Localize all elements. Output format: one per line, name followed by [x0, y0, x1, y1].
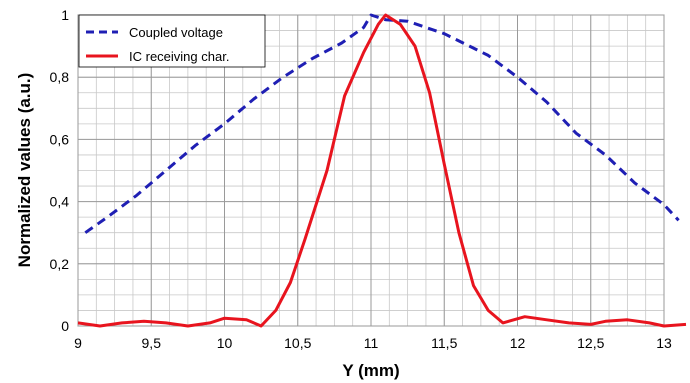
x-axis-title: Y (mm) — [342, 361, 399, 380]
y-tick-label: 0,2 — [50, 256, 70, 272]
x-tick-labels: 9 9,5 10 10,5 11 11,5 12 12,5 13 — [74, 335, 672, 351]
y-tick-label: 1 — [61, 7, 69, 23]
y-tick-label: 0,4 — [50, 194, 70, 210]
y-tick-label: 0,8 — [50, 69, 70, 85]
y-tick-label: 0 — [61, 318, 69, 334]
x-tick-label: 13 — [656, 335, 672, 351]
legend-label-coupled-voltage: Coupled voltage — [129, 25, 223, 40]
x-tick-label: 12 — [510, 335, 526, 351]
series-line-ic-receiving — [77, 13, 687, 328]
x-tick-label: 10,5 — [284, 335, 311, 351]
x-tick-label: 10 — [217, 335, 233, 351]
series-group — [77, 13, 687, 328]
legend: Coupled voltage IC receiving char. — [78, 14, 266, 68]
series-line-coupled-voltage — [84, 13, 680, 234]
x-tick-label: 9 — [74, 335, 82, 351]
y-axis-title: Normalized values (a.u.) — [15, 73, 34, 268]
x-tick-label: 11 — [364, 335, 379, 351]
legend-label-ic-receiving: IC receiving char. — [129, 49, 229, 64]
x-tick-label: 12,5 — [577, 335, 604, 351]
x-tick-label: 11,5 — [431, 335, 457, 351]
y-tick-label: 0,6 — [50, 131, 70, 147]
x-tick-label: 9,5 — [142, 335, 162, 351]
y-tick-labels: 0 0,2 0,4 0,6 0,8 1 — [50, 7, 70, 334]
legend-box — [78, 14, 266, 68]
